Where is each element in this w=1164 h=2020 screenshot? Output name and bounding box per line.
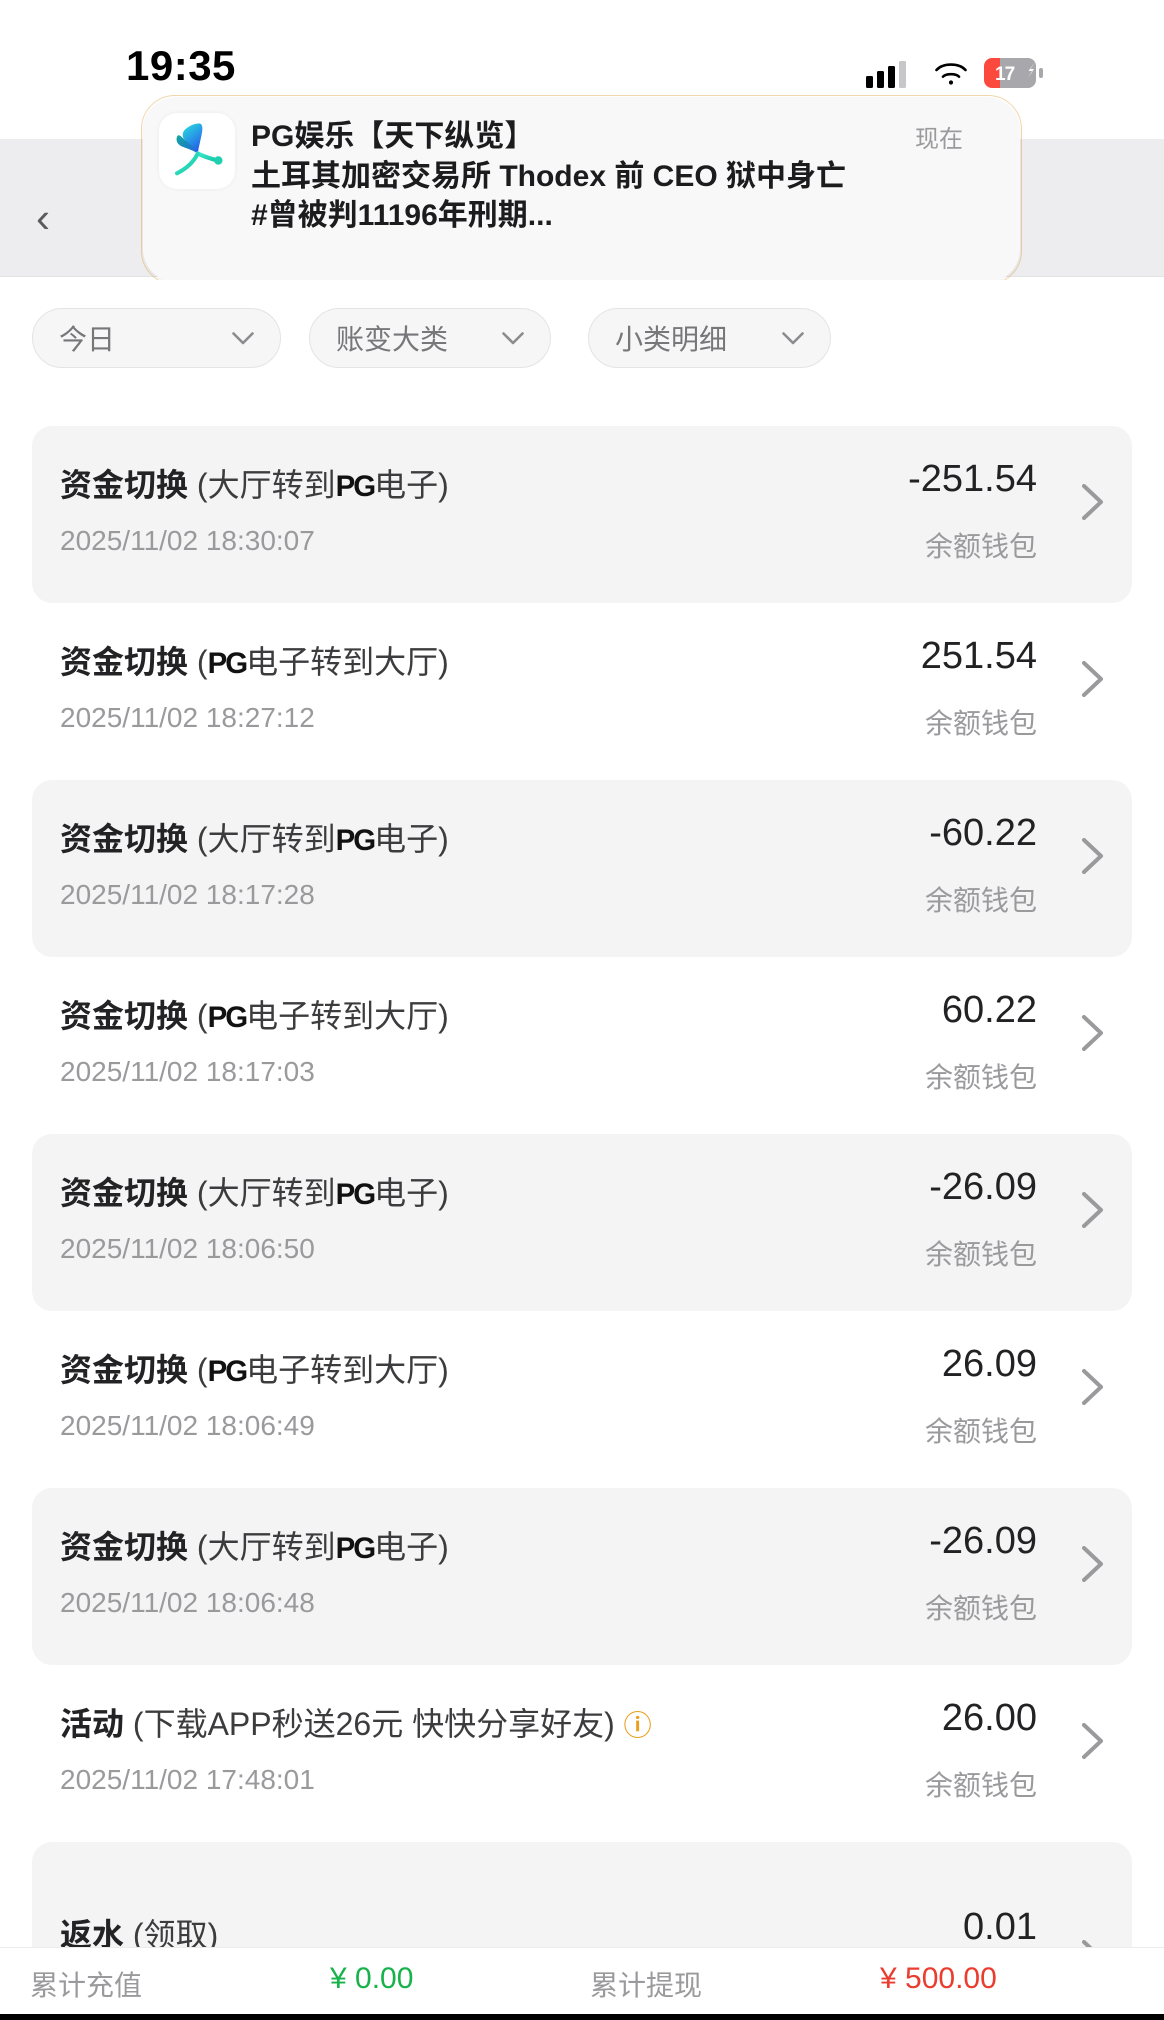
svg-text:17: 17 [995,64,1015,85]
